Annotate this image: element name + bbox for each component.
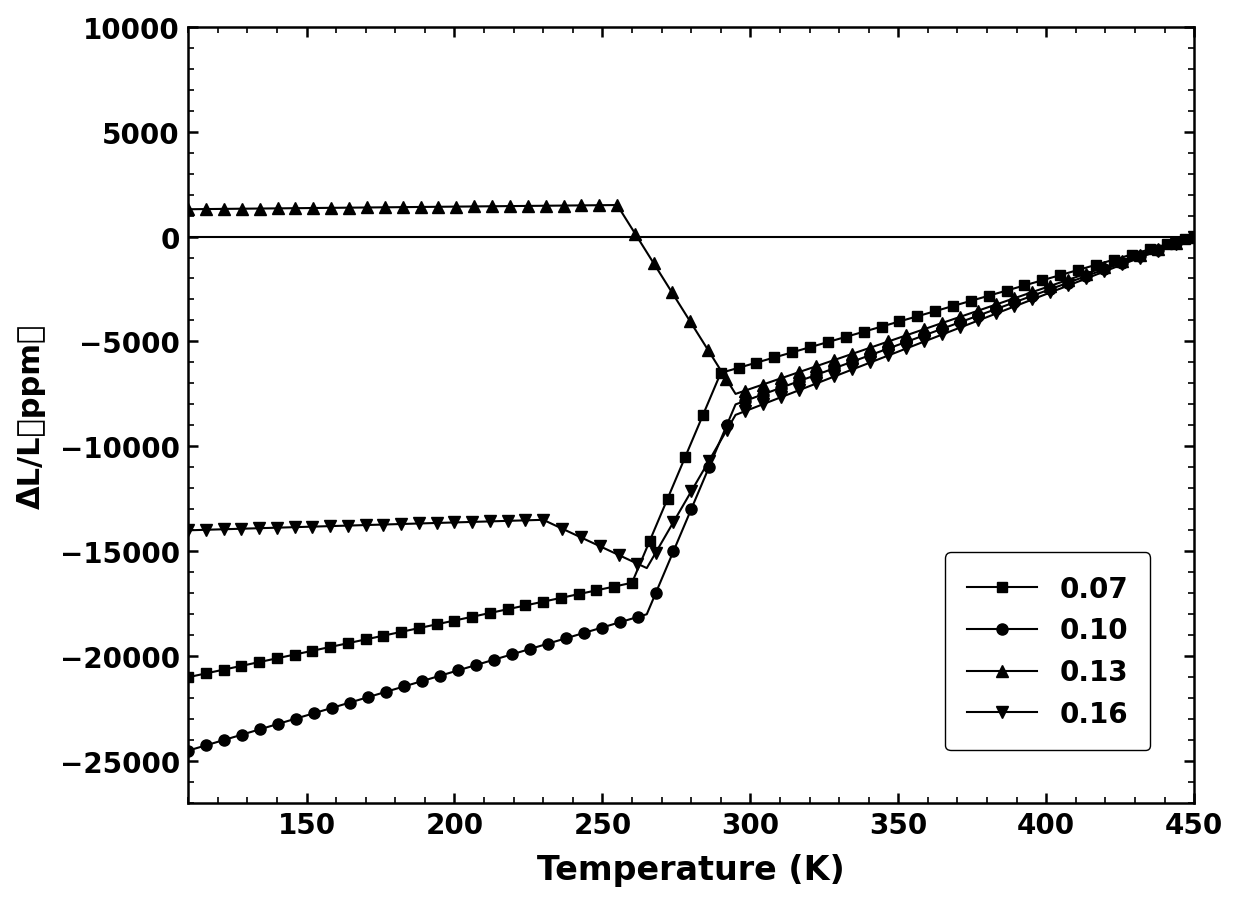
0.07 bbox=[1187, 232, 1202, 243]
0.10 bbox=[505, 649, 520, 660]
0.13 bbox=[728, 389, 743, 400]
Line: 0.13: 0.13 bbox=[182, 200, 1200, 400]
0.13 bbox=[610, 200, 625, 211]
Line: 0.16: 0.16 bbox=[182, 232, 1200, 574]
0.13 bbox=[217, 204, 232, 215]
0.16 bbox=[500, 516, 515, 526]
0.16 bbox=[944, 326, 959, 337]
Y-axis label: ΔL/L（ppm）: ΔL/L（ppm） bbox=[16, 323, 46, 508]
0.16 bbox=[207, 525, 222, 535]
0.10 bbox=[1115, 258, 1130, 269]
0.07 bbox=[830, 335, 844, 346]
0.10 bbox=[1187, 232, 1202, 243]
0.13 bbox=[207, 204, 222, 215]
0.16 bbox=[216, 525, 231, 535]
0.13 bbox=[1133, 250, 1148, 261]
Line: 0.10: 0.10 bbox=[182, 232, 1200, 757]
0.10 bbox=[181, 745, 196, 756]
0.13 bbox=[502, 201, 517, 212]
0.10 bbox=[935, 324, 950, 335]
0.07 bbox=[296, 647, 311, 658]
0.10 bbox=[217, 735, 232, 746]
Legend: 0.07, 0.10, 0.13, 0.16: 0.07, 0.10, 0.13, 0.16 bbox=[945, 553, 1151, 750]
0.07 bbox=[456, 613, 471, 624]
0.07 bbox=[572, 589, 587, 600]
0.07 bbox=[181, 672, 196, 683]
0.10 bbox=[1016, 294, 1030, 305]
0.13 bbox=[954, 312, 968, 322]
0.07 bbox=[465, 611, 480, 622]
0.13 bbox=[1034, 284, 1049, 295]
X-axis label: Temperature (K): Temperature (K) bbox=[537, 853, 844, 887]
0.13 bbox=[1187, 232, 1202, 243]
0.16 bbox=[640, 563, 655, 574]
0.16 bbox=[181, 526, 196, 536]
0.16 bbox=[1123, 256, 1138, 267]
0.16 bbox=[1025, 294, 1040, 305]
0.10 bbox=[207, 738, 222, 749]
0.13 bbox=[181, 205, 196, 216]
Line: 0.07: 0.07 bbox=[184, 232, 1199, 683]
0.07 bbox=[946, 302, 961, 312]
0.16 bbox=[1187, 232, 1202, 243]
